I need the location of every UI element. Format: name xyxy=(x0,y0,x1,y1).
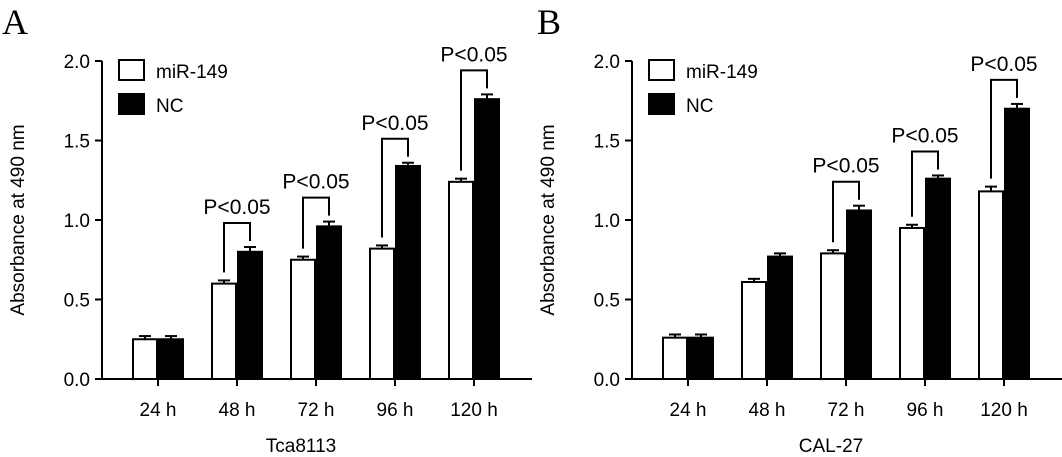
bar-mir-149 xyxy=(132,338,158,380)
significance-bracket xyxy=(381,137,409,238)
x-tick-label: 24 h xyxy=(140,400,177,421)
bar-mir-149 xyxy=(448,180,474,380)
significance-label: P<0.05 xyxy=(891,124,958,147)
x-tick-label: 72 h xyxy=(828,400,865,421)
panel-letter: A xyxy=(2,2,28,42)
legend-label: miR-149 xyxy=(156,62,228,83)
bar-nc xyxy=(395,164,421,380)
x-tick-label: 96 h xyxy=(907,400,944,421)
bar-mir-149 xyxy=(820,252,846,380)
significance-bracket xyxy=(832,180,860,243)
significance-label: P<0.05 xyxy=(203,196,270,219)
x-tick-label: 96 h xyxy=(377,400,414,421)
bar-mir-149 xyxy=(211,282,237,381)
significance-label: P<0.05 xyxy=(970,53,1037,76)
legend-swatch xyxy=(648,59,675,81)
significance-label: P<0.05 xyxy=(440,43,507,66)
bar-nc xyxy=(158,338,184,380)
x-tick-label: 24 h xyxy=(670,400,707,421)
y-tick-label: 0.5 xyxy=(64,291,90,312)
bar-mir-149 xyxy=(369,247,395,380)
significance-bracket xyxy=(460,69,488,171)
bar-nc xyxy=(846,209,872,380)
bar-nc xyxy=(316,225,342,380)
bar-mir-149 xyxy=(741,281,767,381)
x-tick-label: 48 h xyxy=(749,400,786,421)
y-tick-label: 1.5 xyxy=(64,132,90,153)
chart-panel-b: B 0.0 0.5 1.0 1.5 2.0 Absorbance at 490 nm 24 h… xyxy=(537,2,1062,457)
y-axis-title: Absorbance at 490 nm xyxy=(538,124,559,315)
x-axis-title: Tca8113 xyxy=(266,436,336,457)
significance-bracket xyxy=(223,222,251,273)
x-tick-label: 120 h xyxy=(980,400,1028,421)
y-tick-label: 1.5 xyxy=(594,132,620,153)
significance-bracket xyxy=(302,196,330,249)
y-tick-label: 2.0 xyxy=(594,52,620,73)
x-tick-label: 48 h xyxy=(219,400,256,421)
x-tick-label: 120 h xyxy=(450,400,498,421)
y-tick-label: 1.0 xyxy=(594,211,620,232)
y-tick-label: 0.0 xyxy=(64,370,90,391)
y-tick-label: 0.5 xyxy=(594,291,620,312)
bar-nc xyxy=(474,98,500,380)
significance-label: P<0.05 xyxy=(282,171,349,194)
bar-nc xyxy=(237,250,263,380)
bar-mir-149 xyxy=(899,226,925,380)
bar-mir-149 xyxy=(662,336,688,381)
significance-label: P<0.05 xyxy=(361,112,428,135)
bar-mir-149 xyxy=(978,190,1004,380)
significance-bracket xyxy=(911,150,939,217)
bar-nc xyxy=(767,255,793,381)
y-tick-label: 0.0 xyxy=(594,370,620,391)
significance-label: P<0.05 xyxy=(812,155,879,178)
y-tick-label: 2.0 xyxy=(64,52,90,73)
bar-nc xyxy=(1004,107,1030,380)
bar-nc xyxy=(925,177,951,380)
legend-swatch xyxy=(118,93,145,115)
bar-nc xyxy=(688,336,714,381)
legend-swatch xyxy=(118,59,145,81)
y-tick-label: 1.0 xyxy=(64,211,90,232)
legend-swatch xyxy=(648,93,675,115)
legend-label: NC xyxy=(686,96,713,117)
panel-letter: B xyxy=(537,2,561,42)
x-axis-title: CAL-27 xyxy=(799,436,863,457)
x-tick-label: 72 h xyxy=(298,400,335,421)
y-axis-title: Absorbance at 490 nm xyxy=(8,124,29,315)
legend-label: miR-149 xyxy=(686,62,758,83)
legend-label: NC xyxy=(156,96,183,117)
bar-mir-149 xyxy=(290,258,316,380)
chart-panel-a: A 0.0 0.5 1.0 1.5 2.0 Absorbance at 490 nm 24 h… xyxy=(2,2,532,457)
significance-bracket xyxy=(990,78,1018,179)
